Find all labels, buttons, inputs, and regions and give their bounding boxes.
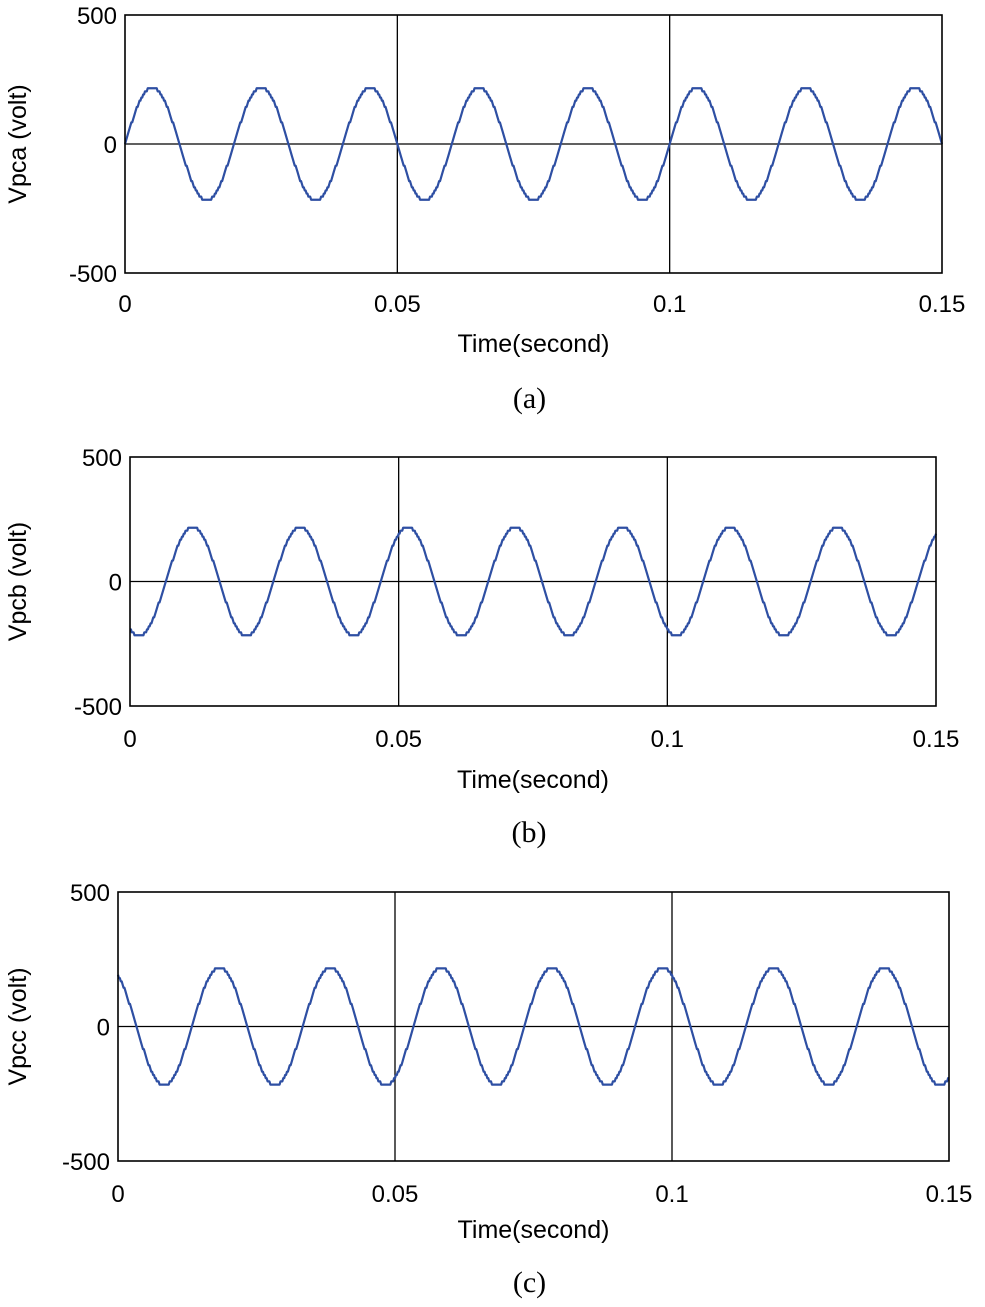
- x-axis-label: Time(second): [458, 330, 610, 358]
- y-tick-label: 500: [77, 3, 117, 30]
- panel-caption: (a): [513, 382, 546, 415]
- y-axis-label: Vpcc (volt): [4, 967, 32, 1085]
- y-tick-label: -500: [69, 261, 117, 288]
- x-tick-label: 0.05: [374, 291, 421, 318]
- x-tick-label: 0.15: [913, 726, 960, 753]
- y-axis-label: Vpca (volt): [4, 84, 32, 203]
- y-tick-label: 500: [82, 445, 122, 472]
- x-tick-label: 0.1: [651, 726, 684, 753]
- y-axis-label: Vpcb (volt): [4, 522, 32, 641]
- panel-caption: (b): [512, 816, 547, 849]
- y-tick-label: 0: [97, 1015, 110, 1042]
- y-tick-label: 0: [109, 570, 122, 597]
- x-tick-label: 0.05: [372, 1181, 419, 1208]
- x-tick-label: 0: [123, 726, 136, 753]
- plot-frame: [117, 891, 950, 1162]
- x-tick-label: 0.15: [919, 291, 966, 318]
- x-tick-label: 0.05: [375, 726, 422, 753]
- x-tick-label: 0: [118, 291, 131, 318]
- x-axis-label: Time(second): [458, 1216, 610, 1244]
- voltage-series-line: [123, 87, 944, 201]
- y-tick-label: -500: [74, 694, 122, 721]
- voltage-series-line: [129, 526, 938, 637]
- y-tick-label: -500: [62, 1149, 110, 1176]
- x-tick-label: 0.1: [655, 1181, 688, 1208]
- panel-caption: (c): [513, 1266, 546, 1299]
- x-axis-label: Time(second): [457, 766, 609, 794]
- y-tick-label: 500: [70, 880, 110, 907]
- x-tick-label: 0.15: [926, 1181, 973, 1208]
- voltage-series-line: [116, 967, 950, 1086]
- plot-frame: [124, 14, 943, 274]
- x-tick-label: 0: [111, 1181, 124, 1208]
- y-tick-label: 0: [104, 132, 117, 159]
- x-tick-label: 0.1: [653, 291, 686, 318]
- plot-frame: [129, 456, 937, 707]
